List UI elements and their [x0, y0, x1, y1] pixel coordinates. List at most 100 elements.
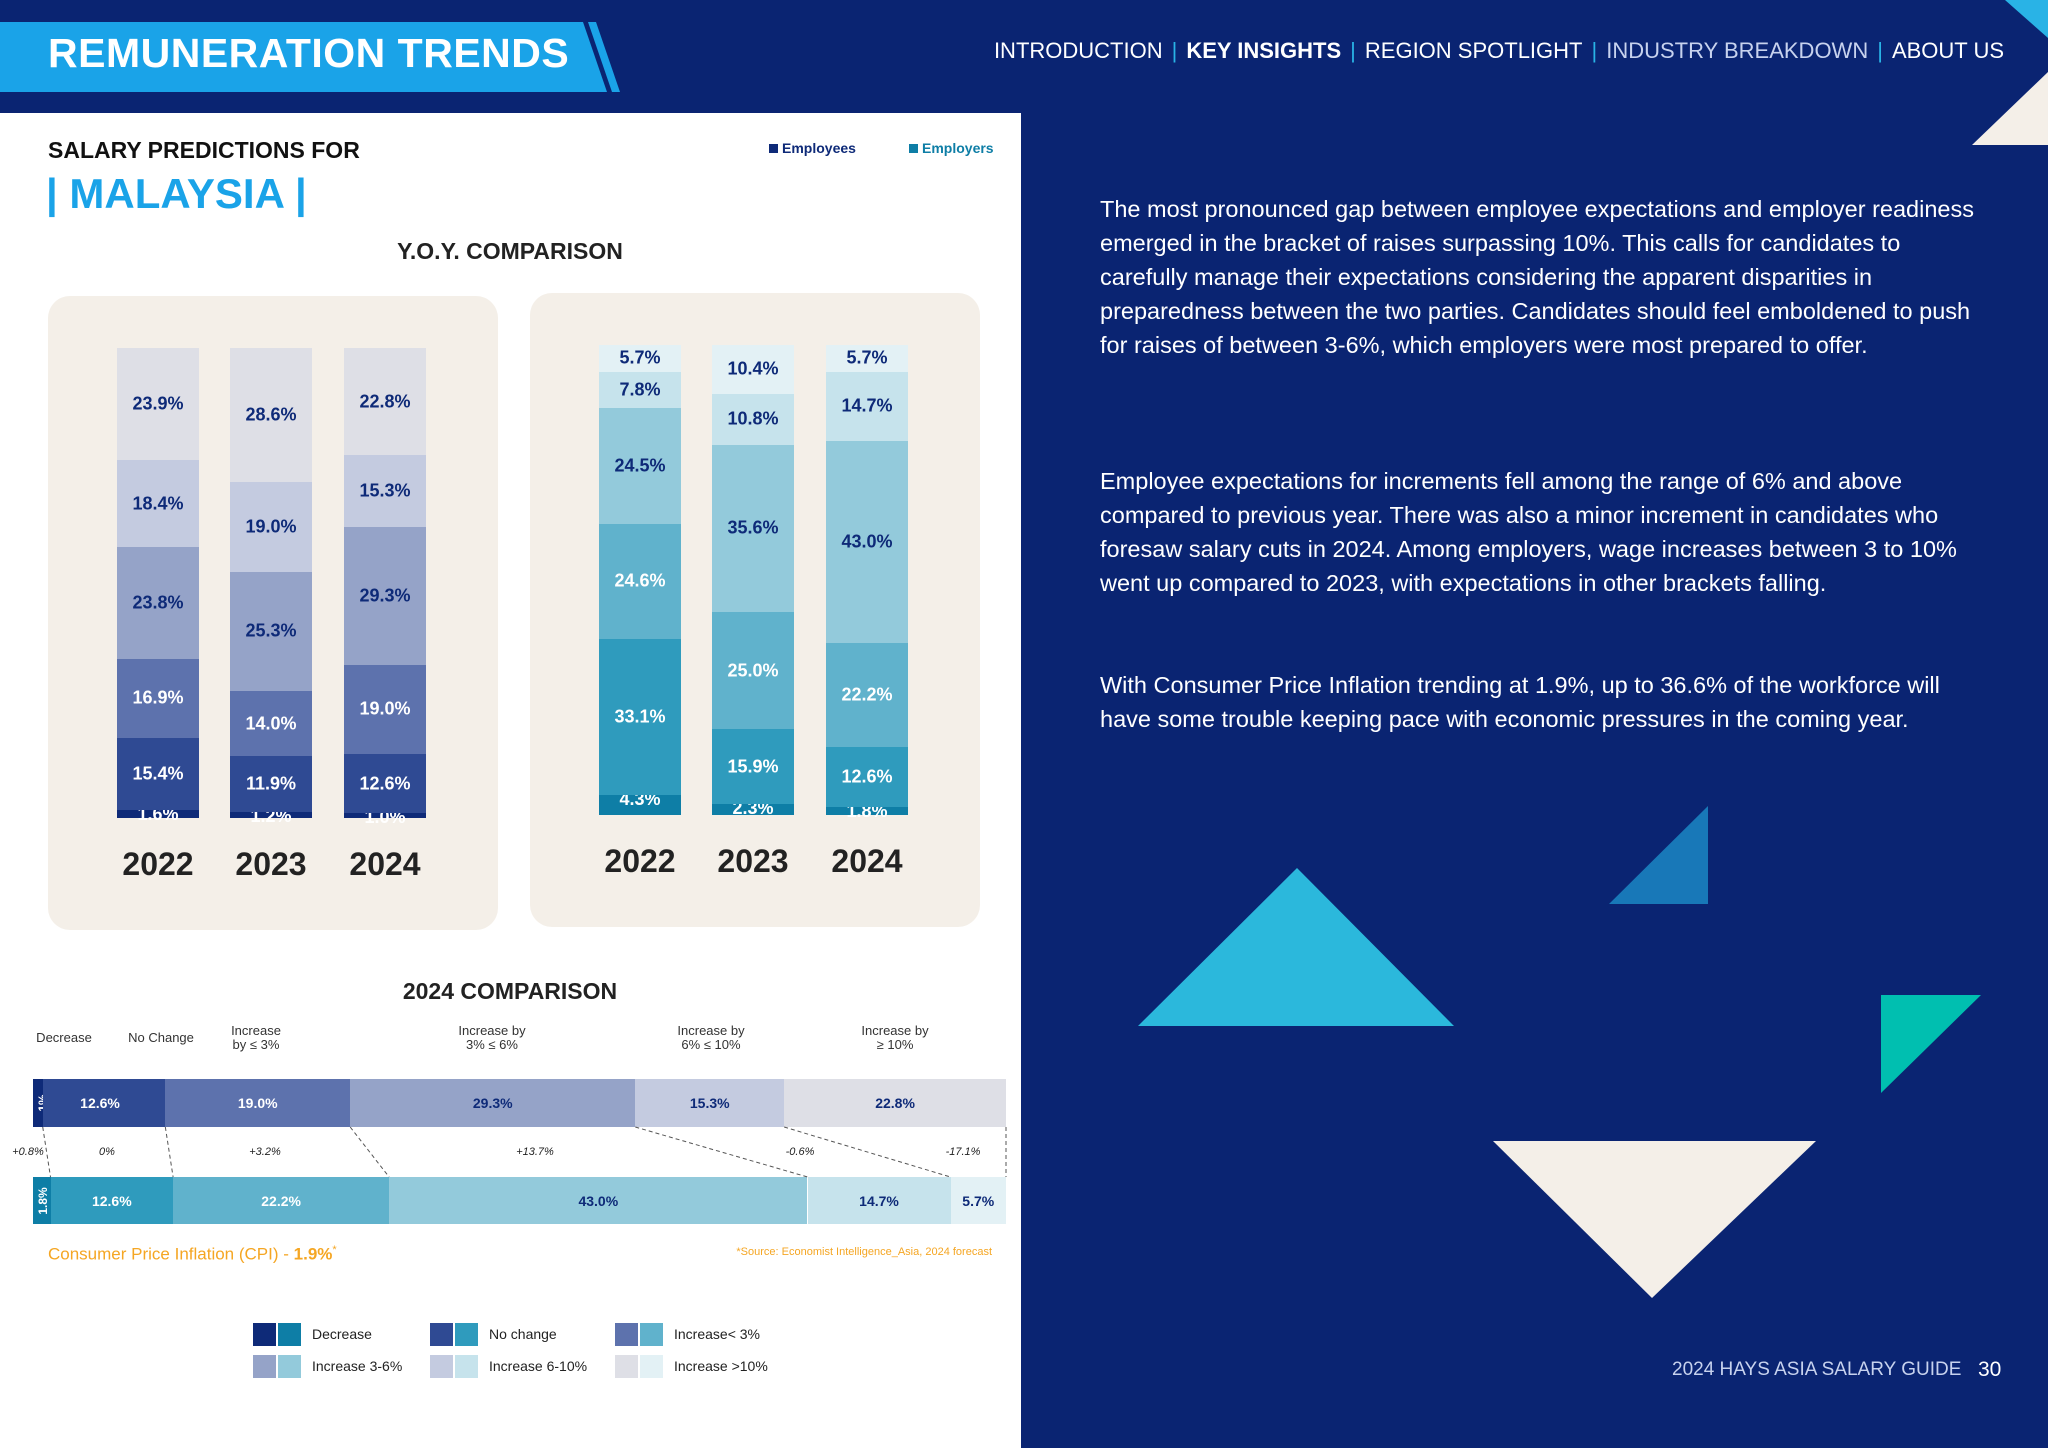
difference-label-0: +0.8% — [12, 1146, 44, 1158]
nav-separator: | — [1171, 38, 1178, 63]
difference-label-3: +13.7% — [516, 1146, 554, 1158]
hbar-segment-employees-0 — [33, 1079, 43, 1127]
year-label-employers-2023: 2023 — [717, 843, 789, 879]
nav-about-us[interactable]: ABOUT US — [1891, 38, 2004, 63]
hbar-label-employers-4: 14.7% — [859, 1192, 899, 1209]
data-label-employees-2024-2: 19.0% — [359, 698, 411, 719]
hbar-label-employers-2: 22.2% — [261, 1192, 301, 1209]
data-label-employers-2022-5: 5.7% — [619, 347, 661, 368]
difference-label-1: 0% — [99, 1146, 115, 1158]
bar-segment-employees-2023-2 — [230, 690, 312, 757]
corner-triangle-top — [2005, 0, 2048, 38]
nav-key-insights[interactable]: KEY INSIGHTS — [1186, 38, 1342, 63]
hbar-label-employers-0: 1.8% — [36, 1186, 50, 1215]
legend-swatch-employers-2 — [640, 1323, 663, 1346]
top-nav: INTRODUCTION | KEY INSIGHTS | REGION SPOTLIG… — [994, 38, 2004, 64]
bar-segment-employers-2023-4 — [712, 393, 794, 445]
hbar-segment-employers-4 — [807, 1177, 951, 1224]
hbar-label-employers-5: 5.7% — [962, 1192, 995, 1209]
legend-swatch-employees-3 — [253, 1355, 276, 1378]
data-label-employees-2023-1: 11.9% — [245, 773, 297, 794]
cpi-note: Consumer Price Inflation (CPI) - 1.9%* — [48, 1244, 337, 1265]
hbar-segment-employers-5 — [950, 1177, 1006, 1224]
year-label-employers-2022: 2022 — [604, 843, 676, 879]
legend-employers-label: Employers — [922, 140, 994, 156]
bar-segment-employees-2024-1 — [344, 754, 426, 814]
bar-segment-employees-2023-0 — [230, 812, 312, 818]
insight-paragraph-2: Employee expectations for increments fel… — [1100, 468, 1957, 596]
bar-segment-employees-2022-0 — [117, 810, 199, 818]
hbar-segment-employees-2 — [165, 1079, 351, 1127]
data-label-employees-2024-3: 29.3% — [359, 585, 411, 606]
data-label-employers-2022-4: 7.8% — [619, 379, 661, 400]
data-label-employees-2022-3: 23.8% — [132, 592, 184, 613]
corner-triangle-cream — [1972, 72, 2048, 145]
hbar-segment-employers-1 — [50, 1177, 174, 1224]
bar-segment-employees-2023-5 — [230, 348, 312, 483]
legend-swatch-employees-1 — [430, 1323, 453, 1346]
comparison-header-2: Increase by ≤ 3% — [231, 1023, 281, 1052]
data-label-employers-2023-2: 25.0% — [727, 660, 779, 681]
bar-segment-employees-2024-0 — [344, 813, 426, 818]
bar-segment-employees-2024-3 — [344, 527, 426, 665]
bar-segment-employers-2024-3 — [826, 440, 908, 643]
hbar-label-employees-5: 22.8% — [875, 1095, 915, 1111]
bar-segment-employers-2022-2 — [599, 523, 681, 640]
legend-label-5: Increase >10% — [674, 1358, 768, 1374]
hbar-segment-employees-3 — [350, 1079, 636, 1127]
data-label-employers-2023-1: 15.9% — [727, 756, 779, 777]
hbar-label-employees-4: 15.3% — [689, 1095, 730, 1111]
bar-segment-employers-2023-0 — [712, 804, 794, 815]
legend-swatch-employers-1 — [455, 1323, 478, 1346]
bar-segment-employers-2022-4 — [599, 371, 681, 409]
bar-segment-employers-2022-1 — [599, 639, 681, 795]
comparison-header-1: No Change — [128, 1030, 194, 1045]
hbar-segment-employees-1 — [42, 1079, 166, 1127]
country-heading: | MALAYSIA | — [46, 170, 307, 217]
bar-segment-employers-2022-3 — [599, 408, 681, 524]
legend-swatch-employees-5 — [615, 1355, 638, 1378]
data-label-employers-2023-5: 10.4% — [727, 358, 779, 379]
footer-guide-title: 2024 HAYS ASIA SALARY GUIDE — [1672, 1359, 1962, 1380]
legend-employees-label: Employees — [782, 140, 856, 156]
data-label-employees-2022-5: 23.9% — [132, 393, 184, 414]
nav-introduction[interactable]: INTRODUCTION — [993, 38, 1163, 63]
title-banner — [0, 22, 620, 92]
page-number: 30 — [1978, 1358, 2002, 1381]
insight-paragraph-1: The most pronounced gap between employee… — [1100, 196, 1974, 358]
hbar-segment-employees-4 — [635, 1079, 785, 1127]
comparison-header-4: Increase by 6% ≤ 10% — [677, 1023, 745, 1052]
bar-segment-employers-2024-4 — [826, 371, 908, 441]
legend-label-4: Increase 6-10% — [489, 1358, 588, 1374]
bar-segment-employees-2022-1 — [117, 738, 199, 811]
hbar-label-employees-3: 29.3% — [472, 1095, 513, 1111]
legend-label-1: No change — [489, 1326, 557, 1342]
nav-region-spotlight[interactable]: REGION SPOTLIGHT — [1364, 38, 1583, 63]
data-label-employers-2024-4: 14.7% — [841, 395, 893, 416]
cream-triangle-down — [1493, 1141, 1816, 1298]
data-label-employers-2024-3: 43.0% — [841, 531, 893, 552]
hbar-label-employers-1: 12.6% — [91, 1192, 132, 1209]
legend-label-3: Increase 3-6% — [312, 1358, 403, 1374]
bar-segment-employers-2024-2 — [826, 642, 908, 748]
bar-segment-employees-2024-2 — [344, 664, 426, 755]
comparison-header-3: Increase by 3% ≤ 6% — [458, 1023, 526, 1052]
legend-swatch-employers-3 — [278, 1355, 301, 1378]
bar-segment-employers-2023-2 — [712, 611, 794, 730]
nav-industry-breakdown[interactable]: INDUSTRY BREAKDOWN — [1606, 38, 1869, 63]
data-label-employers-2022-3: 24.5% — [614, 455, 666, 476]
bar-segment-employees-2022-5 — [117, 348, 199, 461]
data-label-employees-2024-1: 12.6% — [359, 773, 411, 794]
difference-label-2: +3.2% — [249, 1146, 281, 1158]
bar-segment-employers-2023-5 — [712, 345, 794, 394]
bar-segment-employees-2022-2 — [117, 658, 199, 739]
hbar-label-employers-3: 43.0% — [578, 1192, 619, 1209]
year-label-employees-2023: 2023 — [235, 846, 307, 882]
hbar-label-employees-2: 19.0% — [237, 1095, 278, 1111]
hbar-segment-employers-2 — [173, 1177, 390, 1224]
triangle-blue-small — [1609, 806, 1708, 904]
comparison-header-0: Decrease — [36, 1030, 92, 1045]
bar-segment-employees-2023-1 — [230, 756, 312, 813]
bar-segment-employees-2022-3 — [117, 546, 199, 659]
